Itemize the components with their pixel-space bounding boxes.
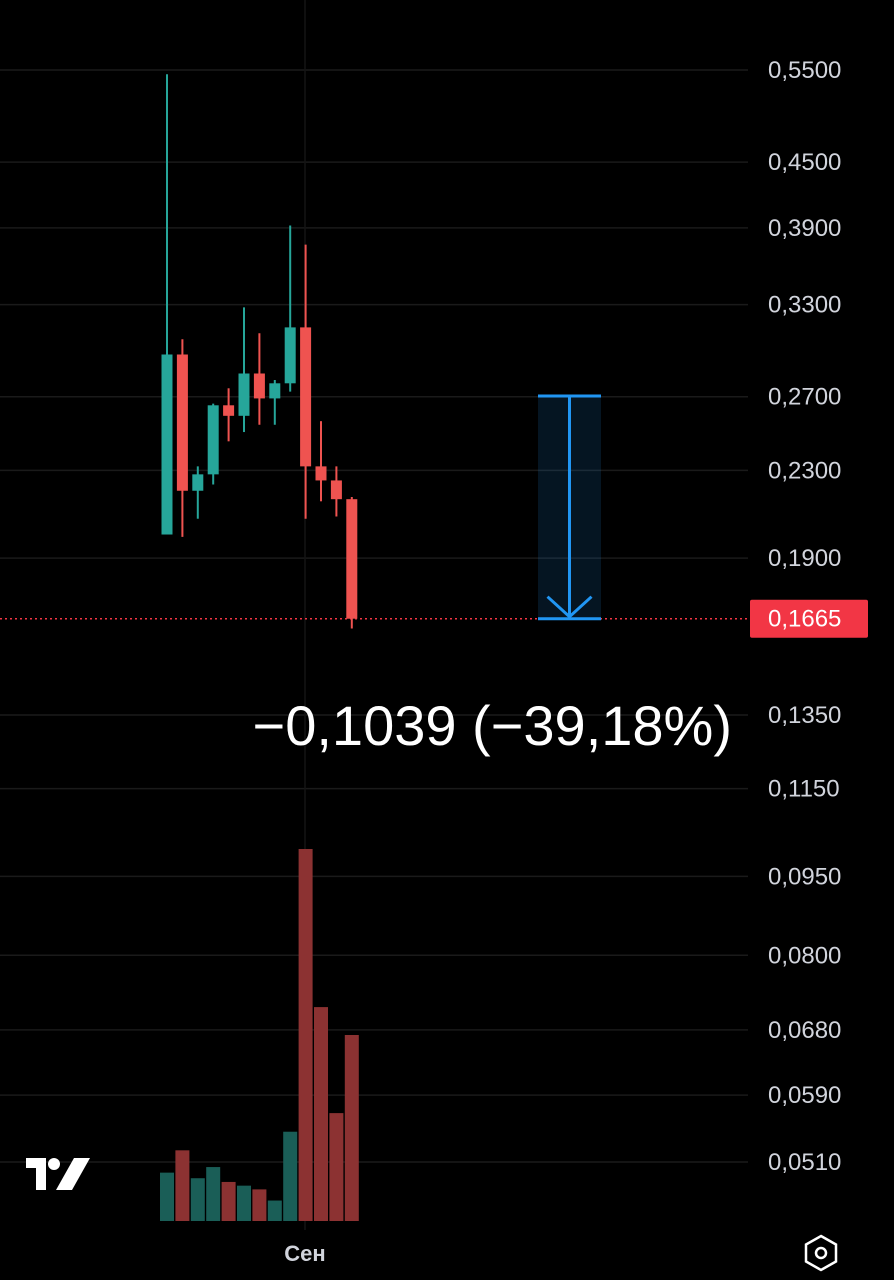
volume-bar	[175, 1150, 190, 1221]
candle	[161, 74, 173, 535]
candle-body	[223, 405, 235, 416]
y-tick-label: 0,0800	[768, 942, 841, 969]
candle	[238, 307, 250, 433]
time-axis-label: Сен	[284, 1241, 325, 1266]
candle-body	[192, 474, 204, 491]
volume-bar	[283, 1131, 298, 1221]
y-tick-label: 0,0950	[768, 863, 841, 890]
volume-bar	[190, 1178, 205, 1221]
candle-body	[253, 373, 265, 399]
measure-result-label: −0,1039 (−39,18%)	[253, 694, 732, 757]
candle-body	[315, 466, 327, 481]
candle	[176, 339, 188, 537]
volume-bar	[237, 1185, 251, 1221]
candle	[223, 388, 235, 442]
volume-bar	[314, 1007, 328, 1221]
candle	[330, 466, 342, 517]
measure-tool[interactable]	[538, 394, 601, 621]
candle-body	[284, 327, 296, 384]
candle	[253, 333, 265, 425]
y-tick-label: 0,0680	[768, 1017, 841, 1044]
volume-bar	[160, 1172, 174, 1221]
candlesticks	[161, 74, 358, 629]
price-axis[interactable]: 0,5500 0,4500 0,3900 0,3300 0,2700 0,2300 0,19…	[768, 57, 841, 1176]
candle	[315, 421, 327, 502]
y-tick-label: 0,2300	[768, 457, 841, 484]
measure-arrow-head	[546, 595, 593, 619]
volume-bar	[267, 1200, 282, 1221]
candle	[207, 403, 219, 485]
candle	[284, 225, 296, 392]
current-price-badge: 0,1665	[750, 599, 868, 638]
candle	[346, 497, 358, 629]
grid-lines	[0, 0, 748, 1230]
candle	[192, 466, 204, 519]
candle-body	[346, 499, 358, 619]
candle-body	[330, 480, 342, 500]
settings-hexagon-icon[interactable]	[800, 1232, 842, 1274]
y-tick-label: 0,1350	[768, 702, 841, 729]
volume-bars	[160, 849, 359, 1221]
candle	[269, 380, 281, 425]
y-tick-label: 0,0510	[768, 1149, 841, 1176]
candle	[300, 244, 312, 519]
y-tick-label: 0,4500	[768, 149, 841, 176]
candle-body	[161, 354, 173, 535]
candle-body	[176, 354, 188, 491]
volume-bar	[329, 1113, 344, 1221]
volume-bar	[221, 1181, 236, 1221]
tradingview-logo-icon[interactable]	[24, 1156, 92, 1196]
candle-body	[269, 383, 281, 399]
volume-bar	[206, 1167, 221, 1221]
volume-bar	[344, 1035, 359, 1221]
y-tick-label: 0,1900	[768, 545, 841, 572]
y-tick-label: 0,5500	[768, 57, 841, 84]
y-tick-label: 0,1150	[768, 776, 840, 803]
y-tick-label: 0,3900	[768, 215, 841, 242]
candle-body	[300, 327, 312, 467]
y-tick-label: 0,3300	[768, 292, 841, 319]
y-tick-label: 0,0590	[768, 1082, 841, 1109]
volume-bar	[298, 849, 313, 1221]
current-price-label: 0,1665	[768, 606, 841, 633]
volume-bar	[252, 1189, 267, 1221]
candle-body	[207, 405, 219, 475]
y-tick-label: 0,2700	[768, 384, 841, 411]
candle-body	[238, 373, 250, 416]
